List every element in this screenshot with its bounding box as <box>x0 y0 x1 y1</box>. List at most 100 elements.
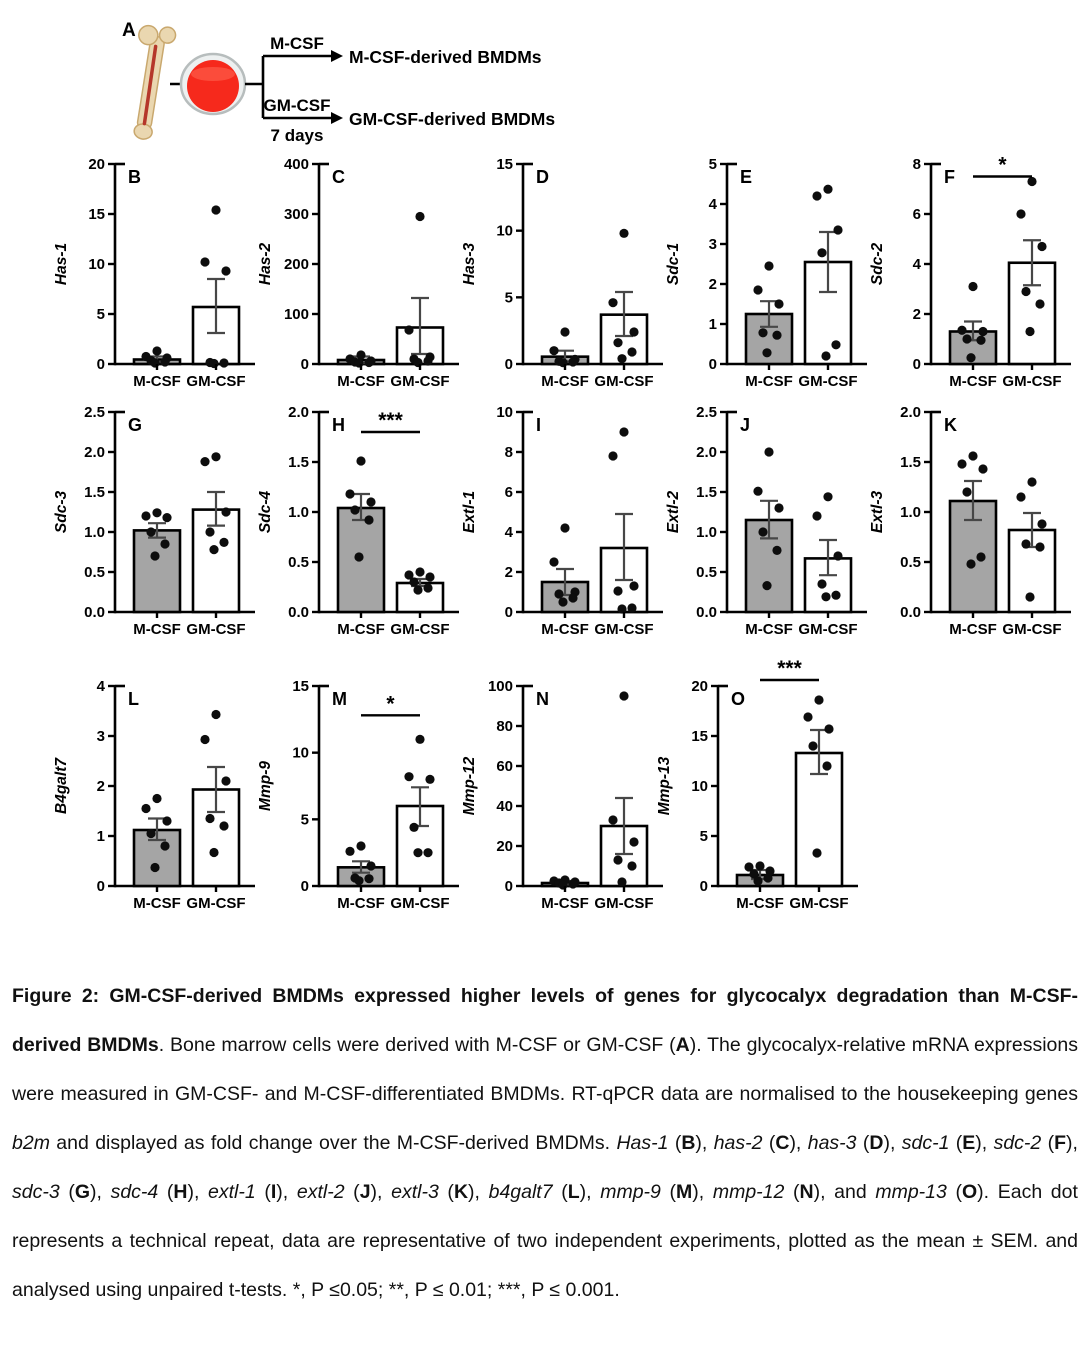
data-point <box>200 457 210 467</box>
data-point <box>617 877 627 887</box>
y-tick-label: 0 <box>505 604 513 621</box>
gene-axis-label: Mmp-9 <box>257 761 274 811</box>
arm1-result-label: M-CSF-derived BMDMs <box>349 47 542 67</box>
category-label: M-CSF <box>337 373 385 390</box>
y-tick-label: 10 <box>496 223 513 240</box>
data-point <box>821 351 831 361</box>
caption-segment: Figure 2: GM-CSF-derived BMDMs expressed… <box>12 985 1078 1056</box>
data-point <box>764 261 774 271</box>
y-tick-label: 1.0 <box>696 524 717 541</box>
data-point <box>409 577 419 587</box>
data-point <box>831 590 841 600</box>
category-label: GM-CSF <box>186 895 245 912</box>
data-point <box>765 866 775 876</box>
data-point <box>221 776 231 786</box>
data-point <box>629 327 639 337</box>
data-point <box>613 855 623 865</box>
category-label: M-CSF <box>541 621 589 638</box>
data-point <box>364 874 374 884</box>
data-point <box>629 581 639 591</box>
data-point <box>1025 592 1035 602</box>
data-point <box>763 873 773 883</box>
chart-Sdc-3: 0.0 0.5 1.0 1.5 2.0 2.5 M-CSF GM-CSF G Sdc-3 <box>53 404 255 638</box>
significance-stars: * <box>386 692 395 715</box>
data-point <box>558 880 568 890</box>
error-bar <box>207 490 225 527</box>
chart-panel-C: 0 100 200 300 400 M-CSF GM-CSF C Has-2 <box>256 150 463 397</box>
chart-Extl-1: 0 2 4 6 8 10 M-CSF GM-CSF I Extl-1 <box>461 404 663 638</box>
caption-segment: ( <box>784 1181 800 1203</box>
caption-segment: ( <box>59 1181 75 1203</box>
data-point <box>821 592 831 602</box>
data-point <box>549 557 559 567</box>
data-point <box>219 358 229 368</box>
data-point <box>1025 326 1035 337</box>
data-point <box>364 515 374 525</box>
chart-Has-1: 0 5 10 15 20 M-CSF GM-CSF B Has-1 <box>53 156 255 390</box>
caption-segment: ), <box>883 1132 902 1154</box>
caption-segment: O <box>962 1181 978 1203</box>
data-point <box>162 513 172 523</box>
y-tick-label: 15 <box>88 206 105 223</box>
caption-segment: and displayed as fold change over the M-… <box>49 1132 617 1154</box>
caption-segment: ( <box>668 1132 682 1154</box>
error-bar <box>615 290 633 338</box>
data-point <box>221 266 231 276</box>
caption-segment: ( <box>255 1181 271 1203</box>
y-tick-label: 1.5 <box>288 454 309 471</box>
data-point <box>425 572 435 582</box>
data-point <box>753 876 763 886</box>
error-bar <box>411 296 429 356</box>
data-point <box>968 451 978 461</box>
y-tick-label: 1.5 <box>84 484 105 501</box>
data-point <box>772 330 782 340</box>
data-point <box>413 848 423 858</box>
error-bar <box>352 860 370 874</box>
caption-segment: sdc-1 <box>901 1132 950 1154</box>
caption-segment: ), <box>187 1181 209 1203</box>
data-point <box>966 559 976 569</box>
data-point <box>423 356 433 366</box>
chart-Mmp-12: 0 20 40 60 80 100 M-CSF GM-CSF N Mmp-12 <box>461 678 663 912</box>
data-point <box>1027 477 1037 487</box>
caption-segment: ), <box>370 1181 392 1203</box>
data-point <box>209 847 219 858</box>
y-tick-label: 0 <box>913 356 921 373</box>
data-point <box>415 734 425 744</box>
data-point <box>209 358 219 369</box>
data-point <box>629 837 639 847</box>
workflow-diagram: A <box>122 20 555 145</box>
data-point <box>150 862 160 873</box>
category-label: M-CSF <box>745 621 793 638</box>
data-point <box>978 326 988 337</box>
caption-segment: mmp-13 <box>875 1181 947 1203</box>
caption-segment: Has-1 <box>616 1132 669 1154</box>
caption-segment: ). The glycocalyx-relative mRNA expressi… <box>12 1034 1078 1105</box>
data-point <box>753 285 763 295</box>
data-point <box>812 848 822 858</box>
data-point <box>554 589 564 599</box>
data-point <box>957 325 967 335</box>
data-point <box>833 225 843 235</box>
data-point <box>404 772 414 782</box>
error-bar <box>964 479 982 522</box>
arrowhead-bottom <box>331 112 343 124</box>
data-point <box>744 862 754 872</box>
y-tick-label: 0.0 <box>84 604 105 621</box>
caption-segment: ( <box>344 1181 360 1203</box>
data-point <box>758 527 768 537</box>
caption-segment: has-3 <box>807 1132 857 1154</box>
panel-letter: E <box>740 167 752 187</box>
category-label: M-CSF <box>949 373 997 390</box>
data-point <box>146 527 156 537</box>
chart-panel-L: 0 1 2 3 4 M-CSF GM-CSF L B4galt7 <box>52 672 259 919</box>
data-point <box>364 357 374 368</box>
caption-segment: F <box>1054 1132 1067 1154</box>
caption-segment: ( <box>158 1181 174 1203</box>
data-point <box>627 347 637 357</box>
data-point <box>823 492 833 502</box>
category-label: M-CSF <box>337 895 385 912</box>
y-tick-label: 0 <box>97 878 105 895</box>
data-point <box>753 486 763 496</box>
